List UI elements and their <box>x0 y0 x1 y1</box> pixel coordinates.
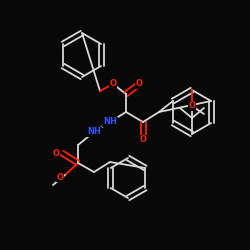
Text: O: O <box>140 136 146 144</box>
Text: O: O <box>188 102 196 110</box>
Text: O: O <box>52 148 60 158</box>
Text: NH: NH <box>87 128 101 136</box>
Text: O: O <box>136 80 142 88</box>
Text: O: O <box>110 80 116 88</box>
Text: O: O <box>56 172 64 182</box>
Text: NH: NH <box>103 118 117 126</box>
